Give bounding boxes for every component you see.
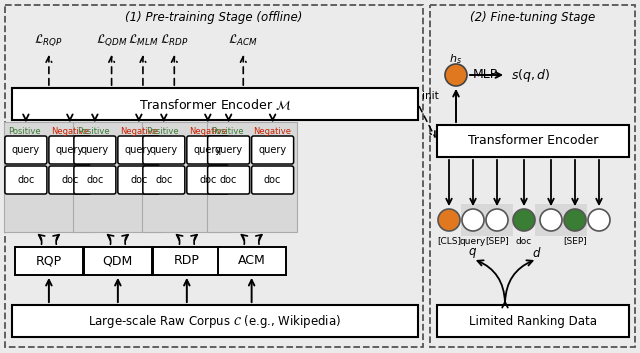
Bar: [15, 247, 83, 275]
Text: doc: doc: [86, 175, 104, 185]
Text: QDM: QDM: [103, 255, 133, 268]
FancyBboxPatch shape: [187, 136, 229, 164]
Text: (1) Pre-training Stage (offline): (1) Pre-training Stage (offline): [125, 12, 303, 24]
Bar: [437, 125, 629, 157]
Circle shape: [564, 209, 586, 231]
Text: query: query: [125, 145, 153, 155]
FancyBboxPatch shape: [143, 136, 185, 164]
FancyBboxPatch shape: [5, 166, 47, 194]
Text: query: query: [12, 145, 40, 155]
Text: Negative: Negative: [189, 127, 227, 137]
Bar: [73, 122, 163, 232]
Text: init: init: [422, 91, 439, 101]
FancyBboxPatch shape: [74, 166, 116, 194]
Text: Positive: Positive: [8, 127, 41, 137]
Text: ACM: ACM: [237, 255, 266, 268]
Bar: [84, 247, 152, 275]
Text: Transformer Encoder: Transformer Encoder: [468, 134, 598, 148]
Text: $s(q,d)$: $s(q,d)$: [511, 66, 550, 84]
Text: query: query: [194, 145, 222, 155]
Text: $\mathcal{L}_{RDP}$: $\mathcal{L}_{RDP}$: [160, 32, 189, 48]
Circle shape: [462, 209, 484, 231]
Text: Transformer Encoder $\mathcal{M}$: Transformer Encoder $\mathcal{M}$: [139, 96, 291, 112]
Text: RQP: RQP: [36, 255, 62, 268]
Bar: [5, 5, 423, 347]
FancyBboxPatch shape: [252, 136, 294, 164]
Bar: [207, 122, 296, 232]
Text: doc: doc: [516, 237, 532, 245]
Text: Positive: Positive: [147, 127, 179, 137]
Text: doc: doc: [130, 175, 148, 185]
Text: $\mathcal{L}_{ACM}$: $\mathcal{L}_{ACM}$: [228, 32, 259, 48]
Text: doc: doc: [155, 175, 173, 185]
Text: Negative: Negative: [120, 127, 158, 137]
FancyBboxPatch shape: [207, 136, 250, 164]
Text: doc: doc: [17, 175, 35, 185]
Bar: [461, 204, 513, 236]
Text: $\mathcal{L}_{RQP}$: $\mathcal{L}_{RQP}$: [35, 32, 63, 48]
Text: doc: doc: [199, 175, 216, 185]
Text: doc: doc: [61, 175, 79, 185]
Text: $\mathcal{L}_{QDM}$: $\mathcal{L}_{QDM}$: [96, 32, 127, 48]
Circle shape: [588, 209, 610, 231]
Bar: [218, 247, 285, 275]
Text: RDP: RDP: [174, 255, 200, 268]
Bar: [4, 122, 94, 232]
Circle shape: [445, 64, 467, 86]
Text: Limited Ranking Data: Limited Ranking Data: [469, 315, 597, 328]
Text: Large-scale Raw Corpus $\mathcal{C}$ (e.g., Wikipedia): Large-scale Raw Corpus $\mathcal{C}$ (e.…: [88, 312, 342, 329]
Text: doc: doc: [220, 175, 237, 185]
FancyBboxPatch shape: [187, 166, 229, 194]
Text: [SEP]: [SEP]: [485, 237, 509, 245]
Bar: [437, 305, 629, 337]
Bar: [153, 247, 221, 275]
Text: $\mathcal{L}_{MLM}$: $\mathcal{L}_{MLM}$: [127, 32, 158, 48]
Circle shape: [540, 209, 562, 231]
Text: query: query: [259, 145, 287, 155]
Circle shape: [438, 209, 460, 231]
Text: MLP: MLP: [473, 68, 499, 82]
FancyBboxPatch shape: [118, 136, 160, 164]
Text: doc: doc: [264, 175, 282, 185]
Text: Positive: Positive: [77, 127, 110, 137]
FancyBboxPatch shape: [5, 136, 47, 164]
Bar: [430, 5, 635, 347]
Bar: [12, 305, 418, 337]
Text: query: query: [150, 145, 178, 155]
FancyBboxPatch shape: [74, 136, 116, 164]
Bar: [12, 88, 418, 120]
FancyBboxPatch shape: [143, 166, 185, 194]
Text: query: query: [460, 237, 486, 245]
Text: query: query: [214, 145, 243, 155]
FancyBboxPatch shape: [49, 136, 91, 164]
Text: $q$: $q$: [468, 246, 477, 260]
Text: [SEP]: [SEP]: [563, 237, 587, 245]
FancyBboxPatch shape: [252, 166, 294, 194]
Bar: [142, 122, 232, 232]
Circle shape: [513, 209, 535, 231]
Text: [CLS]: [CLS]: [437, 237, 461, 245]
Text: (2) Fine-tuning Stage: (2) Fine-tuning Stage: [470, 12, 595, 24]
Circle shape: [486, 209, 508, 231]
FancyBboxPatch shape: [49, 166, 91, 194]
Text: $d$: $d$: [532, 246, 541, 260]
Text: query: query: [81, 145, 109, 155]
Text: query: query: [56, 145, 84, 155]
Text: Positive: Positive: [211, 127, 244, 137]
Text: Negative: Negative: [51, 127, 89, 137]
FancyBboxPatch shape: [118, 166, 160, 194]
Bar: [535, 204, 587, 236]
Text: $h_s$: $h_s$: [449, 52, 461, 66]
Text: Negative: Negative: [253, 127, 292, 137]
FancyBboxPatch shape: [207, 166, 250, 194]
